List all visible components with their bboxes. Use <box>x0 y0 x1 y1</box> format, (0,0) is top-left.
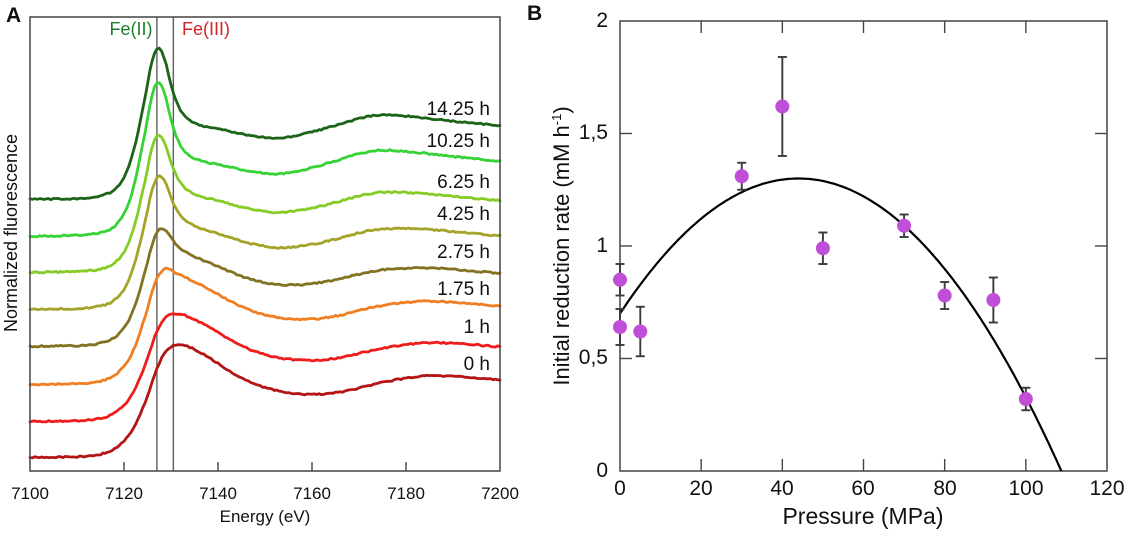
fe2-annotation: Fe(II) <box>109 19 153 39</box>
spectrum-curve-1-75-h <box>28 266 502 387</box>
spectrum-curve-0-h <box>28 343 502 460</box>
panel-b-fit-curve <box>619 177 1063 472</box>
data-point <box>897 218 912 233</box>
panel-a-axes <box>29 16 501 472</box>
panel-b-xtick-20: 20 <box>689 477 713 500</box>
panel-b-ytick-1-5: 1,5 <box>578 121 608 144</box>
fit-parabola <box>619 177 1063 472</box>
data-point <box>633 324 648 339</box>
panel-b-yaxis-title-sup: -1 <box>549 113 564 126</box>
panel-b-ytick-2: 2 <box>596 9 608 32</box>
panel-b-yaxis-title: Initial reduction rate (mM h-1) <box>543 11 574 481</box>
panel-b-error-bars <box>615 56 1031 412</box>
panel-b-xtick-120: 120 <box>1089 477 1125 500</box>
panel-a-yaxis-title: Normalized fluorescence <box>1 133 21 333</box>
panel-b-ytick-0-5: 0,5 <box>578 346 608 369</box>
series-label-1h: 1 h <box>463 317 490 338</box>
series-label-1-75h: 1.75 h <box>437 279 490 300</box>
spectrum-curve-1-h <box>28 312 502 424</box>
panel-b-letter: B <box>527 2 543 25</box>
panel-b-xtick-0: 0 <box>614 477 626 500</box>
panel-b-xtick-100: 100 <box>1008 477 1044 500</box>
spectrum-curve-14-25-h <box>28 46 502 202</box>
data-point <box>1018 392 1033 406</box>
panel-b-ytick-1: 1 <box>596 234 608 257</box>
spectrum-curve-6-25-h <box>28 133 502 275</box>
panel-b-frame <box>619 20 1108 472</box>
panel-b-ytick-0: 0 <box>596 459 608 482</box>
panel-b-data-points <box>613 99 1033 406</box>
spectrum-curve-10-25-h <box>28 81 502 239</box>
series-label-10-25h: 10.25 h <box>426 131 490 152</box>
fe3-annotation: Fe(III) <box>182 19 230 39</box>
data-point <box>775 99 790 114</box>
panel-a-spectra <box>28 46 502 460</box>
data-point <box>815 241 830 256</box>
panel-a-frame <box>29 16 501 472</box>
panel-b-yaxis-title-main: Initial reduction rate (mM h <box>549 125 574 386</box>
panel-b-xaxis-title: Pressure (MPa) <box>782 503 944 529</box>
data-point <box>613 272 627 287</box>
panel-b-yaxis-title-close: ) <box>549 106 574 114</box>
series-label-6-25h: 6.25 h <box>437 172 490 193</box>
spectrum-curve-2-75-h <box>28 227 502 349</box>
panel-b-xtick-40: 40 <box>770 477 794 500</box>
panel-a-xtick-7160: 7160 <box>293 484 331 503</box>
series-label-0h: 0 h <box>463 354 490 375</box>
series-label-2-75h: 2.75 h <box>437 242 490 263</box>
panel-a-xtick-7180: 7180 <box>387 484 425 503</box>
panel-a-xtick-7120: 7120 <box>105 484 143 503</box>
panel-a-letter: A <box>6 4 22 27</box>
series-label-4-25h: 4.25 h <box>437 204 490 225</box>
data-point <box>986 293 1001 307</box>
data-point <box>734 169 749 184</box>
spectrum-curve-4-25-h <box>28 174 502 311</box>
series-label-14-25h: 14.25 h <box>426 99 490 120</box>
panel-b-xtick-80: 80 <box>933 477 957 500</box>
data-point <box>613 320 627 334</box>
panel-a-xtick-7200: 7200 <box>481 484 519 503</box>
panel-b-xtick-60: 60 <box>851 477 875 500</box>
panel-a-xaxis-title: Energy (eV) <box>219 507 311 526</box>
panel-b-axes <box>619 20 1108 472</box>
panel-a-xtick-7100: 7100 <box>11 484 49 503</box>
panel-a-xtick-7140: 7140 <box>199 484 237 503</box>
data-point <box>937 288 952 303</box>
